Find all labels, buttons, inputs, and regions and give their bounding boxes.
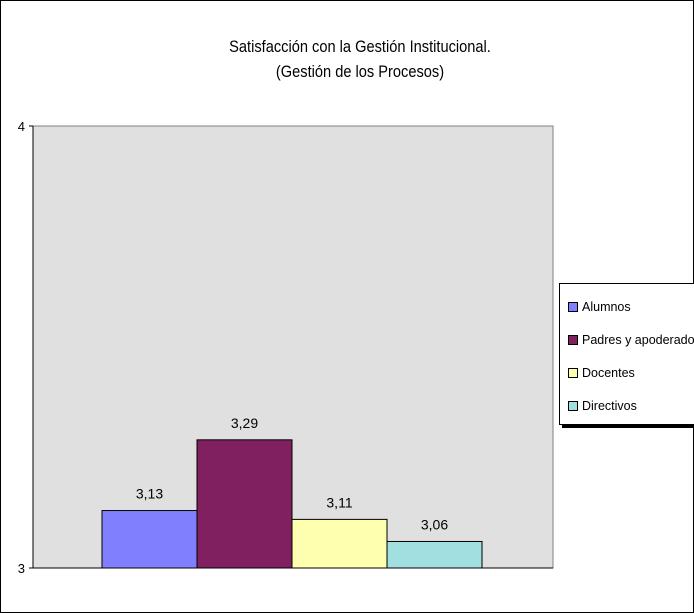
- data-label-2: 3,11: [326, 494, 352, 510]
- y-tick-label-0: 3: [18, 561, 25, 576]
- legend-item-alumnos: Alumnos: [568, 299, 631, 315]
- legend: Alumnos Padres y apoderados Docentes Dir…: [559, 283, 694, 425]
- plot-area: [32, 125, 554, 569]
- legend-swatch-padres: [568, 335, 578, 345]
- bar-0: [101, 510, 198, 569]
- data-label-1: 3,29: [231, 415, 258, 431]
- bar-1: [196, 439, 293, 569]
- legend-swatch-directivos: [568, 401, 578, 411]
- bar-3: [386, 540, 483, 569]
- legend-label: Directivos: [582, 399, 637, 413]
- chart-title: Satisfacción con la Gestión Instituciona…: [229, 37, 491, 56]
- data-label-0: 3,13: [136, 486, 163, 502]
- legend-label: Alumnos: [582, 300, 631, 314]
- bar-2: [291, 518, 388, 569]
- legend-label: Docentes: [582, 366, 635, 380]
- legend-item-directivos: Directivos: [568, 398, 637, 414]
- legend-item-padres: Padres y apoderados: [568, 332, 694, 348]
- y-tick-label-1: 4: [18, 119, 25, 134]
- legend-swatch-alumnos: [568, 302, 578, 312]
- legend-label: Padres y apoderados: [582, 333, 694, 347]
- chart-subtitle: (Gestión de los Procesos): [275, 62, 445, 81]
- legend-item-docentes: Docentes: [568, 365, 635, 381]
- legend-swatch-docentes: [568, 368, 578, 378]
- data-label-3: 3,06: [421, 516, 448, 532]
